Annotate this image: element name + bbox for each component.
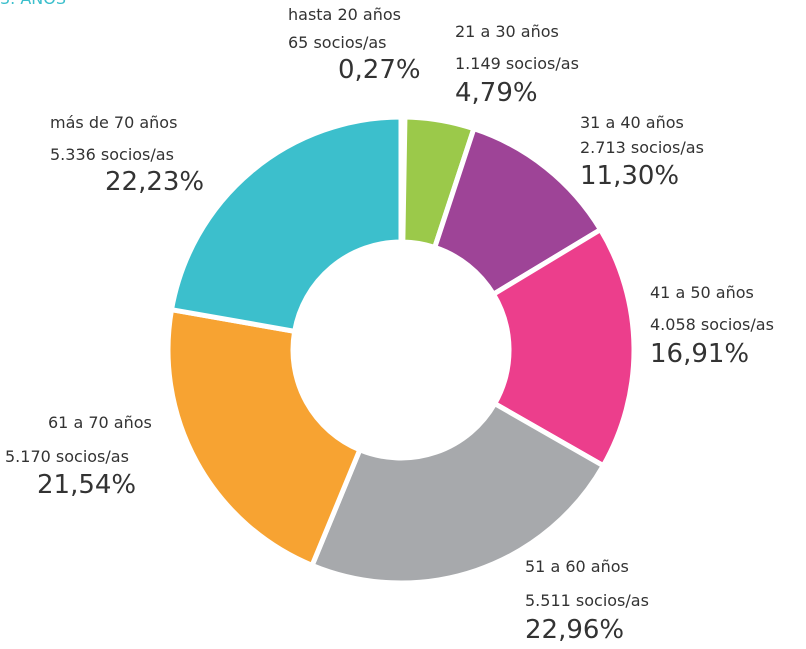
value-label: 16,91% <box>650 339 749 369</box>
socios-label: 5.170 socios/as <box>5 447 129 466</box>
donut-slice <box>490 226 637 470</box>
value-label: 11,30% <box>580 161 679 191</box>
category-label: 21 a 30 años <box>455 22 559 41</box>
value-label: 21,54% <box>37 470 136 500</box>
chart-title: 3. AÑOS <box>0 0 66 8</box>
category-label: hasta 20 años <box>288 5 401 24</box>
category-label: 51 a 60 años <box>525 557 629 576</box>
category-label: 31 a 40 años <box>580 113 684 132</box>
socios-label: 5.511 socios/as <box>525 591 649 610</box>
category-label: 61 a 70 años <box>48 413 152 432</box>
value-label: 22,96% <box>525 615 624 645</box>
value-label: 4,79% <box>455 78 538 108</box>
value-label: 22,23% <box>105 167 204 197</box>
donut-slice <box>168 114 404 335</box>
socios-label: 5.336 socios/as <box>50 145 174 164</box>
category-label: 41 a 50 años <box>650 283 754 302</box>
donut-slice <box>165 306 364 569</box>
socios-label: 65 socios/as <box>288 33 386 52</box>
socios-label: 2.713 socios/as <box>580 138 704 157</box>
socios-label: 1.149 socios/as <box>455 54 579 73</box>
socios-label: 4.058 socios/as <box>650 315 774 334</box>
donut-slice <box>308 400 607 586</box>
value-label: 0,27% <box>338 55 421 85</box>
category-label: más de 70 años <box>50 113 177 132</box>
